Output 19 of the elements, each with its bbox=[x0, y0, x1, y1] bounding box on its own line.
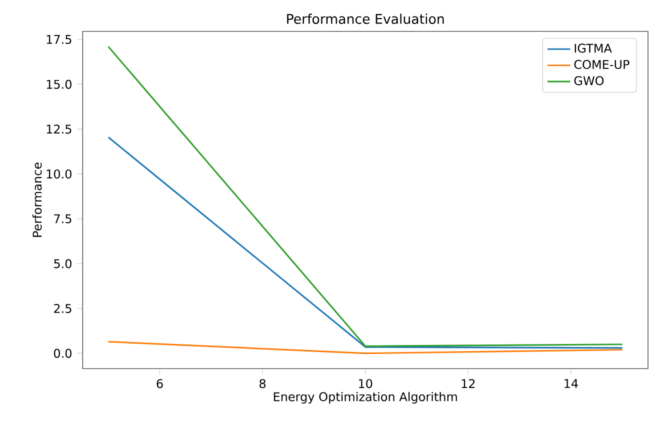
y-tick-label: 7.5 bbox=[54, 214, 72, 224]
x-tick-label: 12 bbox=[462, 379, 475, 388]
x-axis-title: Energy Optimization Algorithm bbox=[274, 392, 457, 404]
x-tick-label: 14 bbox=[564, 379, 578, 388]
x-tick-label: 10 bbox=[359, 379, 372, 388]
y-axis-title: Performance bbox=[32, 162, 42, 237]
legend-label: IGTMA bbox=[574, 44, 612, 53]
x-tick-label: 8 bbox=[260, 379, 266, 388]
legend-label: GWO bbox=[574, 76, 604, 86]
chart-title: Performance Evaluation bbox=[287, 14, 444, 24]
y-tick-label: 12.5 bbox=[46, 124, 72, 134]
y-tick-label: 10.0 bbox=[46, 169, 72, 179]
y-tick-label: 15.0 bbox=[46, 80, 72, 89]
y-tick-label: 2.5 bbox=[54, 304, 72, 314]
x-tick-label: 6 bbox=[156, 379, 163, 388]
y-tick-label: 17.5 bbox=[46, 35, 72, 44]
legend-label: COME-UP bbox=[574, 60, 630, 69]
y-tick-label: 0.0 bbox=[54, 348, 72, 358]
y-tick-label: 5.0 bbox=[54, 259, 72, 268]
